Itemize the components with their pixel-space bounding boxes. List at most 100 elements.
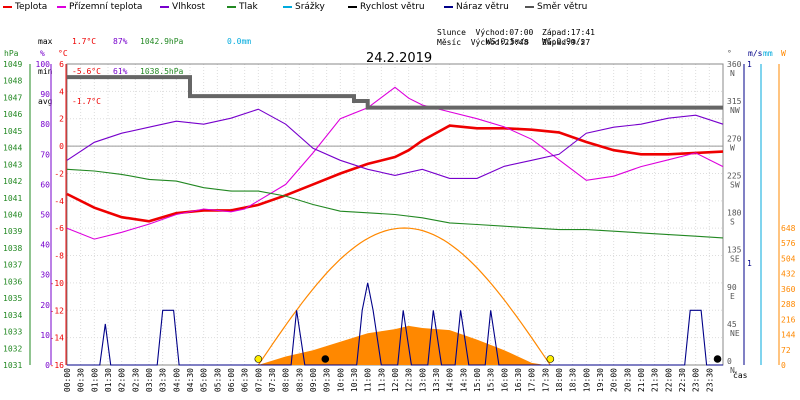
legend-item-3: Tlak — [227, 2, 258, 12]
tick-label-temperature: -16 — [50, 361, 65, 370]
marker-1 — [321, 355, 330, 363]
tick-label-time: 15:00 — [473, 368, 482, 392]
tick-label-time: 07:30 — [268, 368, 277, 392]
tick-label-humidity: 50 — [40, 211, 50, 220]
stat-label-max: max — [38, 37, 53, 46]
series-line-1 — [66, 86, 724, 240]
tick-label-temperature: -10 — [50, 279, 65, 288]
tick-label-time: 19:30 — [596, 368, 605, 392]
tick-label-solar: 288 — [781, 300, 796, 309]
axis-unit-time: čas — [733, 371, 748, 380]
tick-label-time: 14:30 — [459, 368, 468, 392]
tick-label-time: 06:00 — [227, 368, 236, 392]
tick-label-pressure: 1049 — [3, 60, 22, 69]
tick-label-time: 21:30 — [651, 368, 660, 392]
tick-label-temperature: 6 — [59, 60, 64, 69]
tick-label-humidity: 90 — [40, 90, 50, 99]
tick-label-humidity: 40 — [40, 241, 50, 250]
legend-swatch — [283, 6, 292, 8]
series-line-0 — [66, 124, 724, 223]
stat-hum-min: 61% — [113, 67, 128, 76]
tick-label-time: 02:30 — [131, 368, 140, 392]
tick-label-time: 01:30 — [104, 368, 113, 392]
legend-label: Vlhkost — [172, 2, 205, 12]
tick-label-time: 01:00 — [90, 368, 99, 392]
tick-label-solar: 216 — [781, 315, 796, 324]
tick-label-humidity: 20 — [40, 301, 50, 310]
tick-label-pressure: 1040 — [3, 211, 22, 220]
tick-label-solar: 0 — [781, 361, 786, 370]
solar-measured-area — [258, 325, 546, 365]
tick-label-time: 19:00 — [582, 368, 591, 392]
marker-3 — [713, 355, 722, 363]
tick-label-time: 12:30 — [405, 368, 414, 392]
tick-label-winddir: 315 — [727, 97, 742, 106]
stat-label-min: min — [38, 67, 53, 76]
tick-label-winddir-name: N — [730, 69, 735, 78]
tick-label-solar: 432 — [781, 270, 796, 279]
tick-label-time: 20:30 — [623, 368, 632, 392]
legend-label: Přízemní teplota — [69, 2, 143, 12]
tick-label-winddir-name: NE — [730, 329, 740, 338]
stat-temp-max: 1.7°C — [72, 37, 97, 46]
tick-label-pressure: 1041 — [3, 194, 22, 203]
tick-label-humidity: 30 — [40, 271, 50, 280]
tick-label-temperature: -14 — [50, 334, 65, 343]
tick-label-pressure: 1038 — [3, 244, 22, 253]
tick-label-time: 02:00 — [118, 368, 127, 392]
tick-label-solar: 648 — [781, 224, 796, 233]
legend-swatch — [444, 6, 453, 8]
tick-label-pressure: 1032 — [3, 344, 22, 353]
tick-label-winddir: 90 — [727, 283, 737, 292]
tick-label-winddir: 180 — [727, 209, 742, 218]
tick-label-time: 15:30 — [487, 368, 496, 392]
legend-swatch — [525, 6, 534, 8]
sun-set: Západ:17:41 — [542, 28, 595, 37]
tick-label-temperature: 0 — [59, 142, 64, 151]
legend-label: Tlak — [239, 2, 258, 12]
tick-label-time: 13:00 — [418, 368, 427, 392]
tick-label-temperature: -4 — [54, 197, 64, 206]
tick-label-time: 05:00 — [200, 368, 209, 392]
tick-label-humidity: 100 — [36, 60, 51, 69]
tick-label-time: 05:30 — [213, 368, 222, 392]
stats-rain: 0.0mm — [227, 17, 251, 67]
marker-2 — [546, 355, 555, 363]
moon-rise: Měsíc Východ:23:48 — [437, 38, 529, 47]
tick-label-humidity: 10 — [40, 331, 50, 340]
tick-label-winddir: 0 — [727, 357, 732, 366]
stats-hum: 87% 61% — [113, 17, 132, 97]
tick-label-temperature: -6 — [54, 224, 64, 233]
legend-swatch — [348, 6, 357, 8]
tick-label-time: 03:00 — [145, 368, 154, 392]
stat-temp-avg: -1.7°C — [72, 97, 101, 106]
tick-label-solar: 360 — [781, 285, 796, 294]
tick-label-winddir: 45 — [727, 320, 737, 329]
tick-label-time: 11:00 — [364, 368, 373, 392]
tick-label-time: 17:00 — [528, 368, 537, 392]
series-line-3 — [66, 168, 724, 239]
tick-label-pressure: 1046 — [3, 110, 22, 119]
tick-label-time: 18:30 — [569, 368, 578, 392]
tick-label-time: 10:00 — [336, 368, 345, 392]
tick-label-winddir-name: S — [730, 218, 735, 227]
solar-theoretical-curve — [257, 227, 551, 366]
tick-label-humidity: 80 — [40, 120, 50, 129]
legend-item-5: Rychlost větru — [348, 2, 425, 12]
tick-label-winddir-name: W — [730, 143, 735, 152]
tick-label-time: 00:30 — [77, 368, 86, 392]
stats-labels: max min avg — [38, 17, 57, 127]
tick-label-pressure: 1039 — [3, 227, 22, 236]
legend-label: Směr větru — [537, 2, 588, 12]
tick-label-solar: 504 — [781, 254, 796, 263]
tick-label-time: 08:00 — [282, 368, 291, 392]
legend-item-7: Směr větru — [525, 2, 587, 12]
tick-label-time: 16:30 — [514, 368, 523, 392]
stats-press: 1042.9hPa 1038.5hPa — [140, 17, 183, 97]
tick-label-pressure: 1045 — [3, 127, 22, 136]
tick-label-time: 12:00 — [391, 368, 400, 392]
tick-label-winddir: 360 — [727, 60, 742, 69]
axis-unit-w: W — [781, 49, 786, 58]
legend-item-2: Vlhkost — [160, 2, 205, 12]
